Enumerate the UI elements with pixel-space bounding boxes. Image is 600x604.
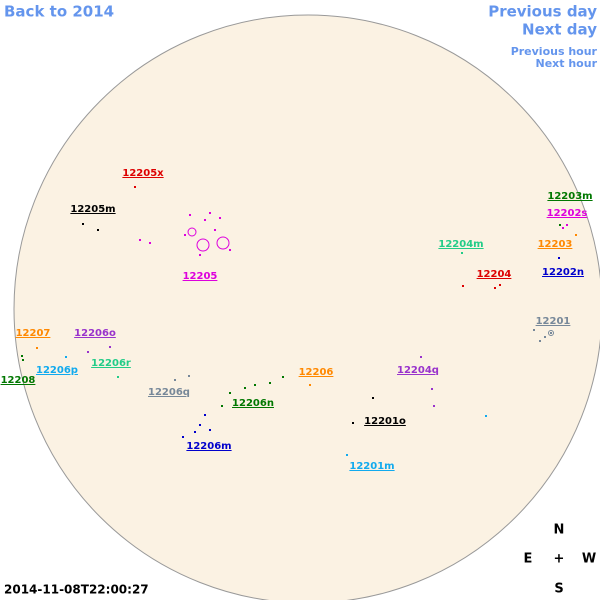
compass: N E + W S — [524, 523, 597, 597]
sunspot — [149, 242, 151, 244]
sunspot — [204, 219, 206, 221]
region-label[interactable]: 12201 — [536, 316, 571, 327]
sunspot — [566, 224, 568, 226]
sunspot — [209, 429, 211, 431]
sunspot — [189, 214, 191, 216]
sunspot — [461, 252, 463, 254]
sunspot — [199, 254, 201, 256]
compass-north: N — [554, 523, 565, 538]
sunspot — [499, 284, 501, 286]
region-label[interactable]: 12201o — [364, 416, 406, 427]
region-label[interactable]: 12206 — [299, 367, 334, 378]
sunspot — [431, 388, 433, 390]
sunspot — [82, 223, 84, 225]
region-label[interactable]: 12206r — [91, 358, 131, 369]
sunspot — [36, 347, 38, 349]
sunspot — [221, 405, 223, 407]
sunspot — [544, 336, 546, 338]
timestamp: 2014-11-08T22:00:27 — [4, 583, 149, 597]
sunspot — [485, 415, 487, 417]
back-link[interactable]: Back to 2014 — [4, 3, 114, 21]
sunspot — [117, 376, 119, 378]
sunspot — [216, 236, 230, 250]
region-label[interactable]: 12206p — [36, 365, 78, 376]
previous-day-link[interactable]: Previous day — [488, 3, 597, 21]
region-label[interactable]: 12202s — [547, 208, 588, 219]
region-labels: 12205x 12205m 12205 12203m 12202s 12203 12204m… — [1, 168, 593, 472]
compass-east: E — [524, 552, 533, 567]
sunspot — [494, 287, 496, 289]
sunspot — [87, 351, 89, 353]
next-hour-link[interactable]: Next hour — [536, 57, 598, 70]
region-label[interactable]: 12203m — [547, 191, 592, 202]
sunspot — [65, 356, 67, 358]
region-label[interactable]: 12205 — [183, 271, 218, 282]
region-label[interactable]: 12205x — [122, 168, 164, 179]
sunspot — [269, 382, 271, 384]
sunspot — [199, 424, 201, 426]
region-label[interactable]: 12206q — [148, 387, 190, 398]
sunspot — [575, 234, 577, 236]
sunspot — [184, 234, 186, 236]
region-label[interactable]: 12204m — [438, 239, 483, 250]
sunspot — [548, 330, 554, 336]
sunspot — [204, 414, 206, 416]
sunspot — [229, 249, 231, 251]
sunspot — [309, 384, 311, 386]
previous-hour-link[interactable]: Previous hour — [511, 45, 598, 58]
sunspot — [182, 436, 184, 438]
sunspot — [229, 392, 231, 394]
sunspot — [21, 355, 23, 357]
sunspot — [194, 431, 196, 433]
sunspot — [134, 186, 136, 188]
sunspot — [539, 340, 541, 342]
sunspot — [244, 387, 246, 389]
region-label[interactable]: 12204 — [477, 269, 512, 280]
sunspot — [282, 376, 284, 378]
compass-south: S — [554, 582, 563, 597]
sunspot — [559, 224, 561, 226]
sunspot — [219, 217, 221, 219]
sunspot — [174, 379, 176, 381]
region-label[interactable]: 12204q — [397, 365, 439, 376]
sunspot — [562, 227, 564, 229]
sunspot — [433, 405, 435, 407]
sunspot — [139, 239, 141, 241]
region-label[interactable]: 12202n — [542, 267, 584, 278]
region-label[interactable]: 12207 — [16, 328, 51, 339]
sunspot — [533, 329, 535, 331]
sunspot — [462, 285, 464, 287]
sunspot — [550, 332, 552, 334]
sunspot — [109, 346, 111, 348]
sunspot — [372, 397, 374, 399]
sunspot — [209, 212, 211, 214]
next-day-link[interactable]: Next day — [522, 21, 597, 39]
solar-disk — [13, 14, 600, 604]
sunspot — [558, 257, 560, 259]
sunspot — [97, 229, 99, 231]
sunspot — [196, 238, 210, 252]
sunspot — [188, 375, 190, 377]
compass-center: + — [554, 552, 565, 567]
sunspot — [352, 422, 354, 424]
region-label[interactable]: 12203 — [538, 239, 573, 250]
compass-west: W — [582, 552, 596, 567]
sunspot — [187, 227, 197, 237]
region-label[interactable]: 12205m — [70, 204, 115, 215]
sunspot — [214, 229, 216, 231]
region-label[interactable]: 12206n — [232, 398, 274, 409]
region-label[interactable]: 12201m — [349, 461, 394, 472]
sunspot — [346, 454, 348, 456]
region-label[interactable]: 12206m — [186, 441, 231, 452]
sunspot — [420, 356, 422, 358]
sunspots — [21, 186, 577, 456]
sunspot — [254, 384, 256, 386]
sunspot — [22, 359, 24, 361]
region-label[interactable]: 12206o — [74, 328, 116, 339]
region-label[interactable]: 12208 — [1, 375, 36, 386]
